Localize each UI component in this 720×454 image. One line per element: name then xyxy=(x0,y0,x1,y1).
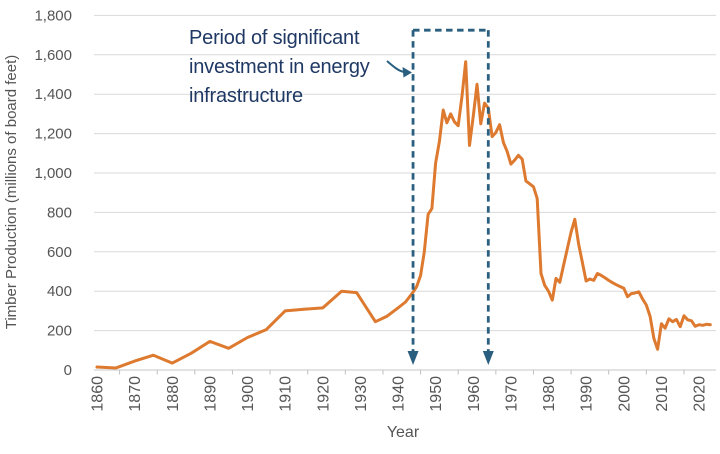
y-tick-label: 800 xyxy=(47,204,72,221)
y-axis-title: Timber Production (millions of board fee… xyxy=(3,54,20,330)
x-tick-label: 1860 xyxy=(90,376,107,412)
x-tick-label: 1960 xyxy=(466,376,483,412)
right-arrow-icon xyxy=(402,67,412,78)
y-tick-label: 1,200 xyxy=(34,126,72,143)
x-tick-label: 1980 xyxy=(541,376,558,412)
x-tick-label: 1920 xyxy=(315,376,332,412)
y-tick-label: 200 xyxy=(47,323,72,340)
y-tick-label: 600 xyxy=(47,244,72,261)
x-tick-label: 1950 xyxy=(428,376,445,412)
x-axis-title: Year xyxy=(386,424,420,441)
annotation-text-line-3: infrastructure xyxy=(189,85,303,107)
down-arrow-icon xyxy=(407,351,419,365)
x-tick-label: 1940 xyxy=(391,376,408,412)
x-tick-label: 1910 xyxy=(278,376,295,412)
x-tick-label: 1880 xyxy=(165,376,182,412)
y-tick-label: 400 xyxy=(47,283,72,300)
y-tick-label: 0 xyxy=(64,362,72,379)
annotation-connector-arrow xyxy=(386,60,405,73)
x-tick-label: 1930 xyxy=(353,376,370,412)
x-tick-label: 2020 xyxy=(692,376,709,412)
y-tick-label: 1,600 xyxy=(34,47,72,64)
y-tick-label: 1,400 xyxy=(34,86,72,103)
x-tick-label: 1870 xyxy=(127,376,144,412)
x-tick-label: 1990 xyxy=(579,376,596,412)
annotation-text-line-2: investment in energy xyxy=(189,56,370,78)
annotation-text-line-1: Period of significant xyxy=(189,27,360,49)
x-tick-label: 1970 xyxy=(503,376,520,412)
y-tick-label: 1,800 xyxy=(34,7,72,24)
x-tick-label: 1890 xyxy=(202,376,219,412)
y-tick-label: 1,000 xyxy=(34,165,72,182)
x-tick-label: 1900 xyxy=(240,376,257,412)
x-tick-label: 2010 xyxy=(654,376,671,412)
down-arrow-icon xyxy=(482,351,494,365)
annotation-text: Period of significant investment in ener… xyxy=(189,24,409,111)
timber-production-line xyxy=(95,60,712,370)
x-tick-label: 2000 xyxy=(616,376,633,412)
